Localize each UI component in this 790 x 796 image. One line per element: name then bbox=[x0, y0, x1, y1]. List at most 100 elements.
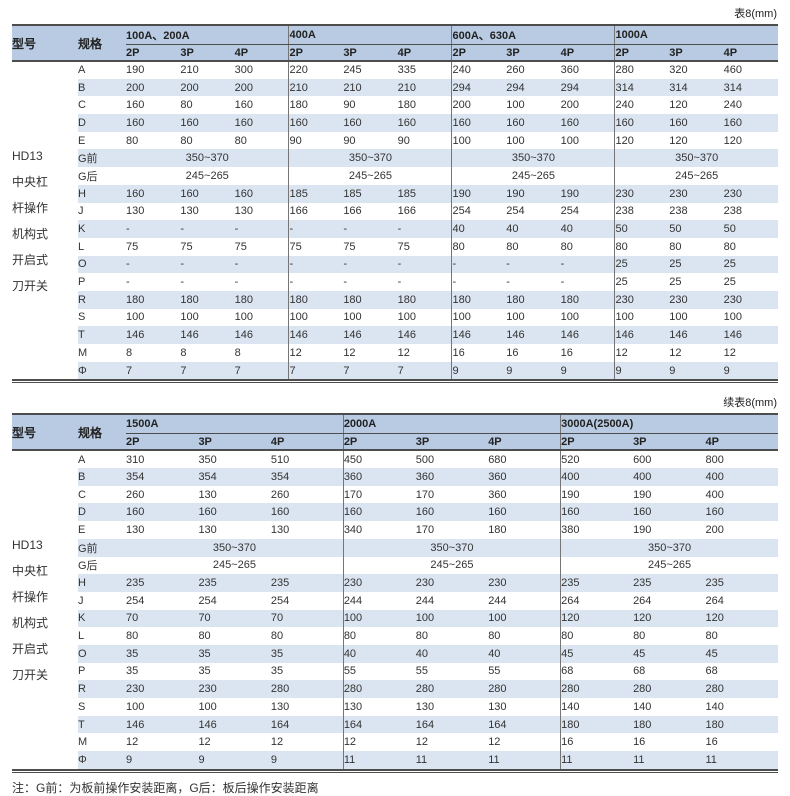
value-cell: 9 bbox=[126, 753, 133, 766]
table-row: G后 245~265 245~265 245~265 bbox=[12, 556, 778, 575]
value-cell: 360 bbox=[560, 60, 615, 79]
value-cell: 68 bbox=[633, 665, 646, 678]
spec-row-label: L bbox=[78, 240, 85, 253]
value-cell: 280 bbox=[270, 683, 290, 696]
value-cell: 130 bbox=[180, 205, 199, 218]
value-cell: 230 bbox=[614, 184, 670, 203]
value-cell: 100 bbox=[723, 311, 742, 324]
value-cell: 230 bbox=[198, 683, 217, 696]
value-cell: 280 bbox=[560, 680, 634, 698]
value-cell: 25 bbox=[669, 276, 682, 289]
value-cell: 170 bbox=[415, 488, 435, 501]
value-cell: 80 bbox=[342, 627, 416, 645]
value-cell: 160 bbox=[234, 116, 254, 129]
value-cell: 510 bbox=[270, 449, 344, 469]
model-label-line: 机构式 bbox=[12, 616, 49, 631]
value-cell: 210 bbox=[180, 60, 235, 79]
table-row: O - - - - - - - - -25 25 25 bbox=[12, 255, 778, 274]
value-cell: 12 bbox=[288, 344, 344, 362]
value-cell: 160 bbox=[234, 187, 254, 200]
value-cell: 120 bbox=[633, 612, 652, 625]
value-cell: 70 bbox=[126, 612, 139, 625]
value-cell: 314 bbox=[723, 81, 742, 94]
table-row: B 200 200 200 210 210 210 294 294 294 314 314 314 bbox=[12, 78, 778, 97]
value-cell: 80 bbox=[126, 134, 139, 147]
table-row: L 75 75 75 75 75 75 80 80 80 80 80 80 bbox=[12, 237, 778, 256]
table-row: H 160 160 160 185 185 185 190 190 190 230 230 230 bbox=[12, 184, 778, 203]
value-cell: 100 bbox=[506, 99, 525, 112]
value-cell: 240 bbox=[723, 99, 742, 112]
spec-table: 型号 规格 100A、200A 400A 600A、630A 1000A 2P 3P 4P 2P 3… bbox=[12, 24, 778, 380]
value-cell: 146 bbox=[234, 329, 254, 342]
value-cell: 460 bbox=[723, 60, 778, 79]
value-cell: 800 bbox=[705, 449, 778, 469]
value-cell: 360 bbox=[342, 468, 416, 486]
pole-column-header: 4P bbox=[270, 433, 344, 451]
value-cell: 12 bbox=[415, 736, 428, 749]
value-cell: 80 bbox=[723, 240, 736, 253]
value-cell: 80 bbox=[451, 237, 507, 256]
value-cell: 40 bbox=[342, 644, 416, 663]
value-cell: 7 bbox=[126, 364, 133, 377]
value-cell: 240 bbox=[451, 60, 507, 79]
value-cell: 120 bbox=[669, 134, 688, 147]
value-cell: 68 bbox=[705, 665, 718, 678]
value-cell: 264 bbox=[705, 594, 724, 607]
value-cell: - bbox=[397, 276, 402, 289]
value-cell: 235 bbox=[633, 577, 652, 590]
table2-caption: 续表8(mm) bbox=[723, 397, 777, 410]
value-cell: 120 bbox=[723, 134, 742, 147]
value-cell: 12 bbox=[397, 346, 410, 359]
table-row: M 12 12 12 12 12 12 16 16 16 bbox=[12, 733, 778, 752]
value-cell: 120 bbox=[705, 612, 724, 625]
model-label-line: 刀开关 bbox=[12, 668, 49, 683]
spec-table: 型号 规格 1500A 2000A 3000A(2500A) 2P 3P 4P 2P 3P 4P 2P… bbox=[12, 413, 778, 769]
group-header: 2000A bbox=[342, 414, 561, 435]
value-cell: - bbox=[288, 220, 344, 238]
group-header: 600A、630A bbox=[451, 25, 615, 45]
pole-column-header: 3P bbox=[415, 433, 489, 451]
pole-column-header: 3P bbox=[506, 44, 561, 61]
value-cell: 360 bbox=[415, 470, 435, 483]
value-cell: 7 bbox=[180, 364, 187, 377]
model-column-header: 型号 bbox=[12, 25, 78, 61]
value-cell: 360 bbox=[488, 470, 507, 483]
value-cell: 75 bbox=[288, 237, 344, 256]
value-cell: 12 bbox=[488, 736, 501, 749]
value-cell: 200 bbox=[451, 96, 507, 115]
spec-row-label: O bbox=[78, 647, 87, 660]
value-cell: 164 bbox=[270, 718, 290, 731]
merged-value-cell: 350~370 bbox=[560, 538, 778, 557]
value-cell: 520 bbox=[560, 449, 634, 469]
spec-row-label: S bbox=[78, 311, 86, 324]
footnote: 注：G前：为板前操作安装距离，G后：板后操作安装距离 bbox=[12, 780, 319, 795]
value-cell: 354 bbox=[126, 470, 145, 483]
value-cell: 280 bbox=[488, 683, 507, 696]
table-row: P 35 35 35 55 55 55 68 68 68 bbox=[12, 662, 778, 681]
value-cell: 254 bbox=[506, 205, 525, 218]
value-cell: 380 bbox=[560, 521, 634, 539]
value-cell: 235 bbox=[126, 577, 145, 590]
value-cell: 190 bbox=[633, 523, 652, 536]
value-cell: 80 bbox=[126, 630, 139, 643]
table-row: G后 245~265 245~265 245~265 245~265 bbox=[12, 167, 778, 185]
value-cell: 100 bbox=[342, 609, 416, 628]
pole-column-header: 2P bbox=[126, 44, 181, 61]
value-cell: 190 bbox=[126, 60, 181, 79]
value-cell: 100 bbox=[288, 308, 344, 327]
value-cell: 160 bbox=[705, 506, 724, 519]
value-cell: - bbox=[560, 258, 565, 271]
merged-value-cell: 245~265 bbox=[560, 556, 778, 575]
value-cell: 130 bbox=[234, 205, 254, 218]
value-cell: 294 bbox=[451, 78, 507, 97]
value-cell: 180 bbox=[288, 96, 344, 115]
value-cell: 90 bbox=[343, 99, 356, 112]
value-cell: 12 bbox=[270, 736, 284, 749]
value-cell: 190 bbox=[451, 184, 507, 203]
spec-row-label: O bbox=[78, 258, 87, 271]
value-cell: 70 bbox=[270, 612, 284, 625]
model-label-line: 机构式 bbox=[12, 226, 49, 241]
value-cell: - bbox=[288, 273, 344, 291]
value-cell: 180 bbox=[560, 715, 634, 734]
table-row: H 235 235 235 230 230 230 235 235 235 bbox=[12, 574, 778, 592]
